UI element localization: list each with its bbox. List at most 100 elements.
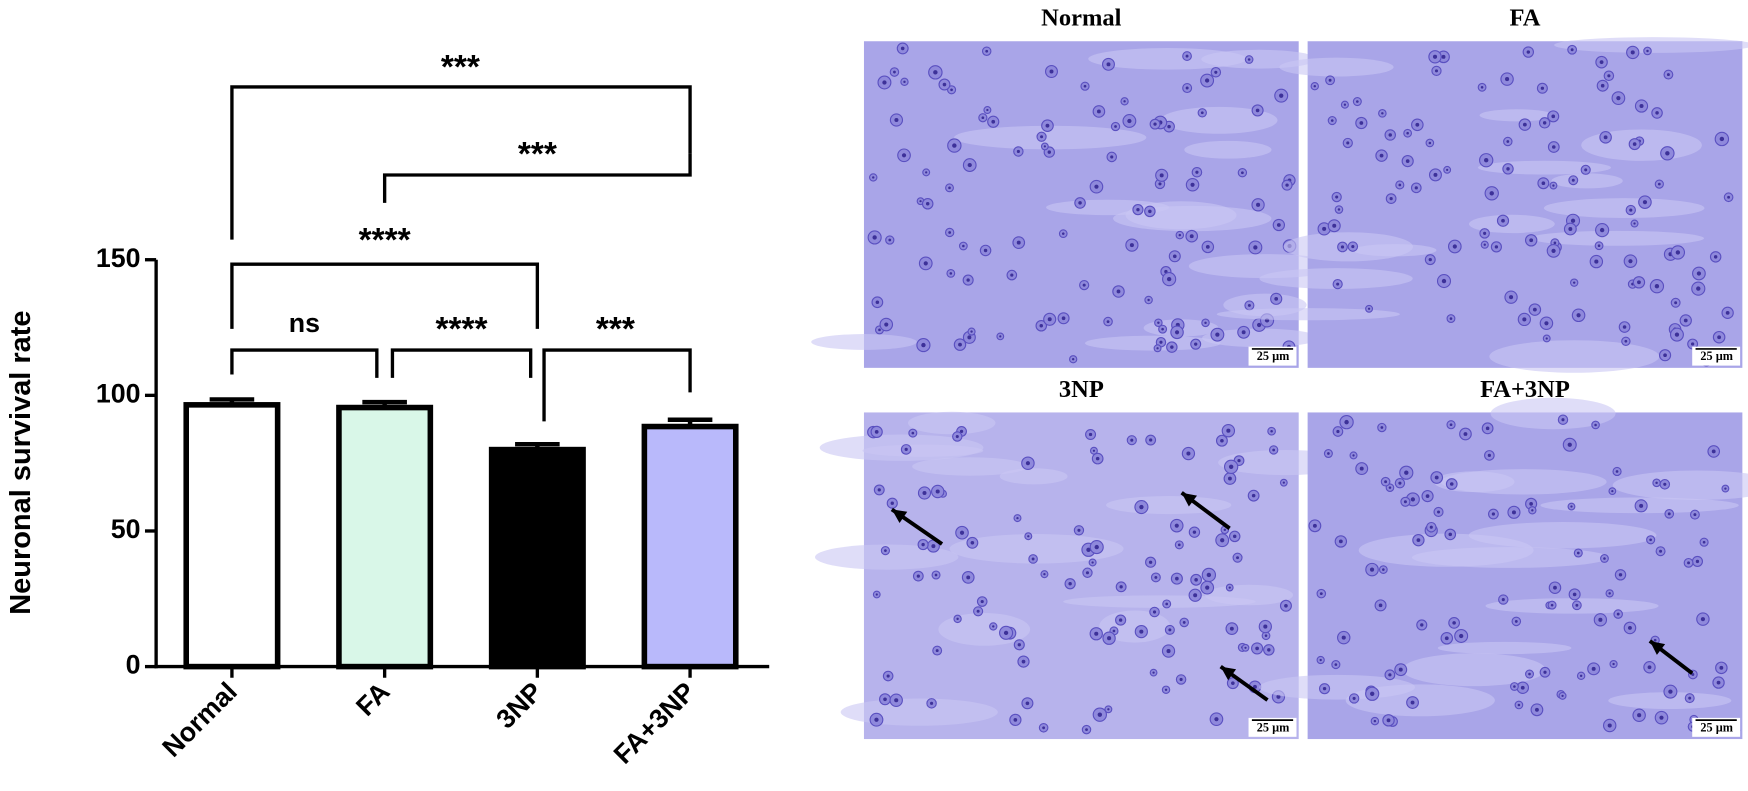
nucleus: [1229, 626, 1234, 631]
nucleus: [1568, 227, 1573, 231]
significance-label: ***: [441, 49, 480, 86]
nucleus: [1182, 621, 1186, 624]
nucleus: [1600, 83, 1605, 88]
nucleus: [1637, 713, 1642, 718]
nucleus: [1332, 223, 1337, 228]
nucleus: [1177, 543, 1181, 547]
y-tick-label: 100: [96, 378, 141, 408]
nucleus: [1410, 700, 1415, 705]
nucleus: [1696, 271, 1702, 276]
nucleus: [921, 542, 925, 547]
nucleus: [1449, 423, 1453, 427]
nucleus: [1174, 330, 1180, 335]
nucleus: [872, 235, 877, 240]
arrow-head: [891, 509, 908, 523]
nucleus: [1154, 575, 1158, 579]
nucleus: [999, 335, 1002, 338]
nucleus: [1717, 335, 1722, 340]
nucleus: [1531, 509, 1534, 512]
nucleus: [1025, 701, 1030, 706]
nucleus: [1253, 684, 1257, 689]
nucleus: [1082, 283, 1086, 287]
nucleus: [1522, 317, 1527, 322]
nucleus: [1119, 585, 1123, 589]
nucleus: [1378, 603, 1383, 608]
nucleus: [1086, 547, 1091, 552]
nucleus: [1637, 280, 1641, 285]
nucleus: [1147, 298, 1150, 302]
nucleus: [1484, 158, 1489, 163]
nucleus: [1343, 103, 1347, 106]
nucleus: [1359, 466, 1364, 471]
nucleus: [921, 342, 926, 348]
y-tick-label: 0: [126, 650, 141, 680]
nucleus: [1642, 200, 1648, 205]
fiber: [1088, 48, 1247, 70]
bar: [488, 446, 586, 670]
nucleus: [1603, 557, 1606, 560]
fiber: [1489, 340, 1660, 373]
nucleus: [1675, 250, 1681, 255]
nucleus: [922, 490, 927, 495]
nucleus: [1337, 208, 1341, 211]
nucleus: [1570, 505, 1573, 508]
nucleus: [1091, 561, 1094, 564]
panel-title: FA+3NP: [1480, 376, 1570, 403]
nucleus: [1335, 195, 1339, 199]
scale-bar-label: 25 µm: [1700, 349, 1733, 363]
nucleus: [925, 171, 928, 174]
nucleus: [1727, 195, 1731, 199]
nucleus: [1021, 659, 1026, 664]
y-tick-label: 150: [96, 243, 141, 273]
nucleus: [877, 488, 881, 492]
nucleus: [1618, 573, 1623, 577]
fiber: [840, 698, 998, 726]
nucleus: [874, 430, 879, 434]
nucleus: [1148, 209, 1152, 214]
nucleus: [874, 717, 879, 722]
nucleus: [1370, 691, 1375, 696]
nucleus: [1379, 153, 1384, 158]
nucleus: [956, 617, 959, 621]
nucleus: [1214, 70, 1218, 74]
nucleus: [1384, 480, 1388, 484]
nucleus: [1251, 493, 1256, 498]
bar: [183, 402, 281, 670]
nucleus: [1545, 337, 1548, 340]
arrow-head: [1220, 666, 1237, 681]
nucleus: [1624, 339, 1628, 343]
nucleus: [1116, 289, 1121, 294]
nucleus: [1561, 418, 1565, 422]
nucleus: [1097, 712, 1103, 717]
fiber: [811, 334, 917, 350]
nucleus: [1112, 629, 1116, 633]
fiber: [1106, 496, 1232, 515]
nucleus: [1094, 544, 1099, 550]
fiber: [1485, 598, 1659, 614]
nucleus: [1123, 100, 1126, 103]
nucleus: [1085, 571, 1090, 575]
nucleus: [1043, 145, 1046, 148]
nucleus: [1139, 629, 1144, 634]
nucleus: [1489, 191, 1494, 196]
nucleus: [1404, 470, 1409, 475]
nucleus: [1025, 461, 1030, 466]
nucleus: [1164, 688, 1168, 692]
fiber: [1612, 470, 1748, 500]
nucleus: [1724, 487, 1727, 490]
nucleus: [1403, 500, 1407, 504]
nucleus: [1351, 245, 1355, 249]
nucleus: [948, 231, 952, 234]
nucleus: [1256, 322, 1262, 328]
nucleus: [1186, 451, 1191, 456]
nucleus: [1107, 636, 1112, 641]
nucleus: [1338, 539, 1343, 544]
nucleus: [1194, 578, 1198, 582]
nucleus: [1152, 610, 1157, 614]
nucleus: [1628, 259, 1633, 264]
nucleus: [1594, 423, 1597, 427]
nucleus: [1543, 670, 1547, 674]
nucleus: [1231, 681, 1235, 685]
nucleus: [1526, 50, 1531, 54]
nucleus: [1061, 316, 1066, 321]
